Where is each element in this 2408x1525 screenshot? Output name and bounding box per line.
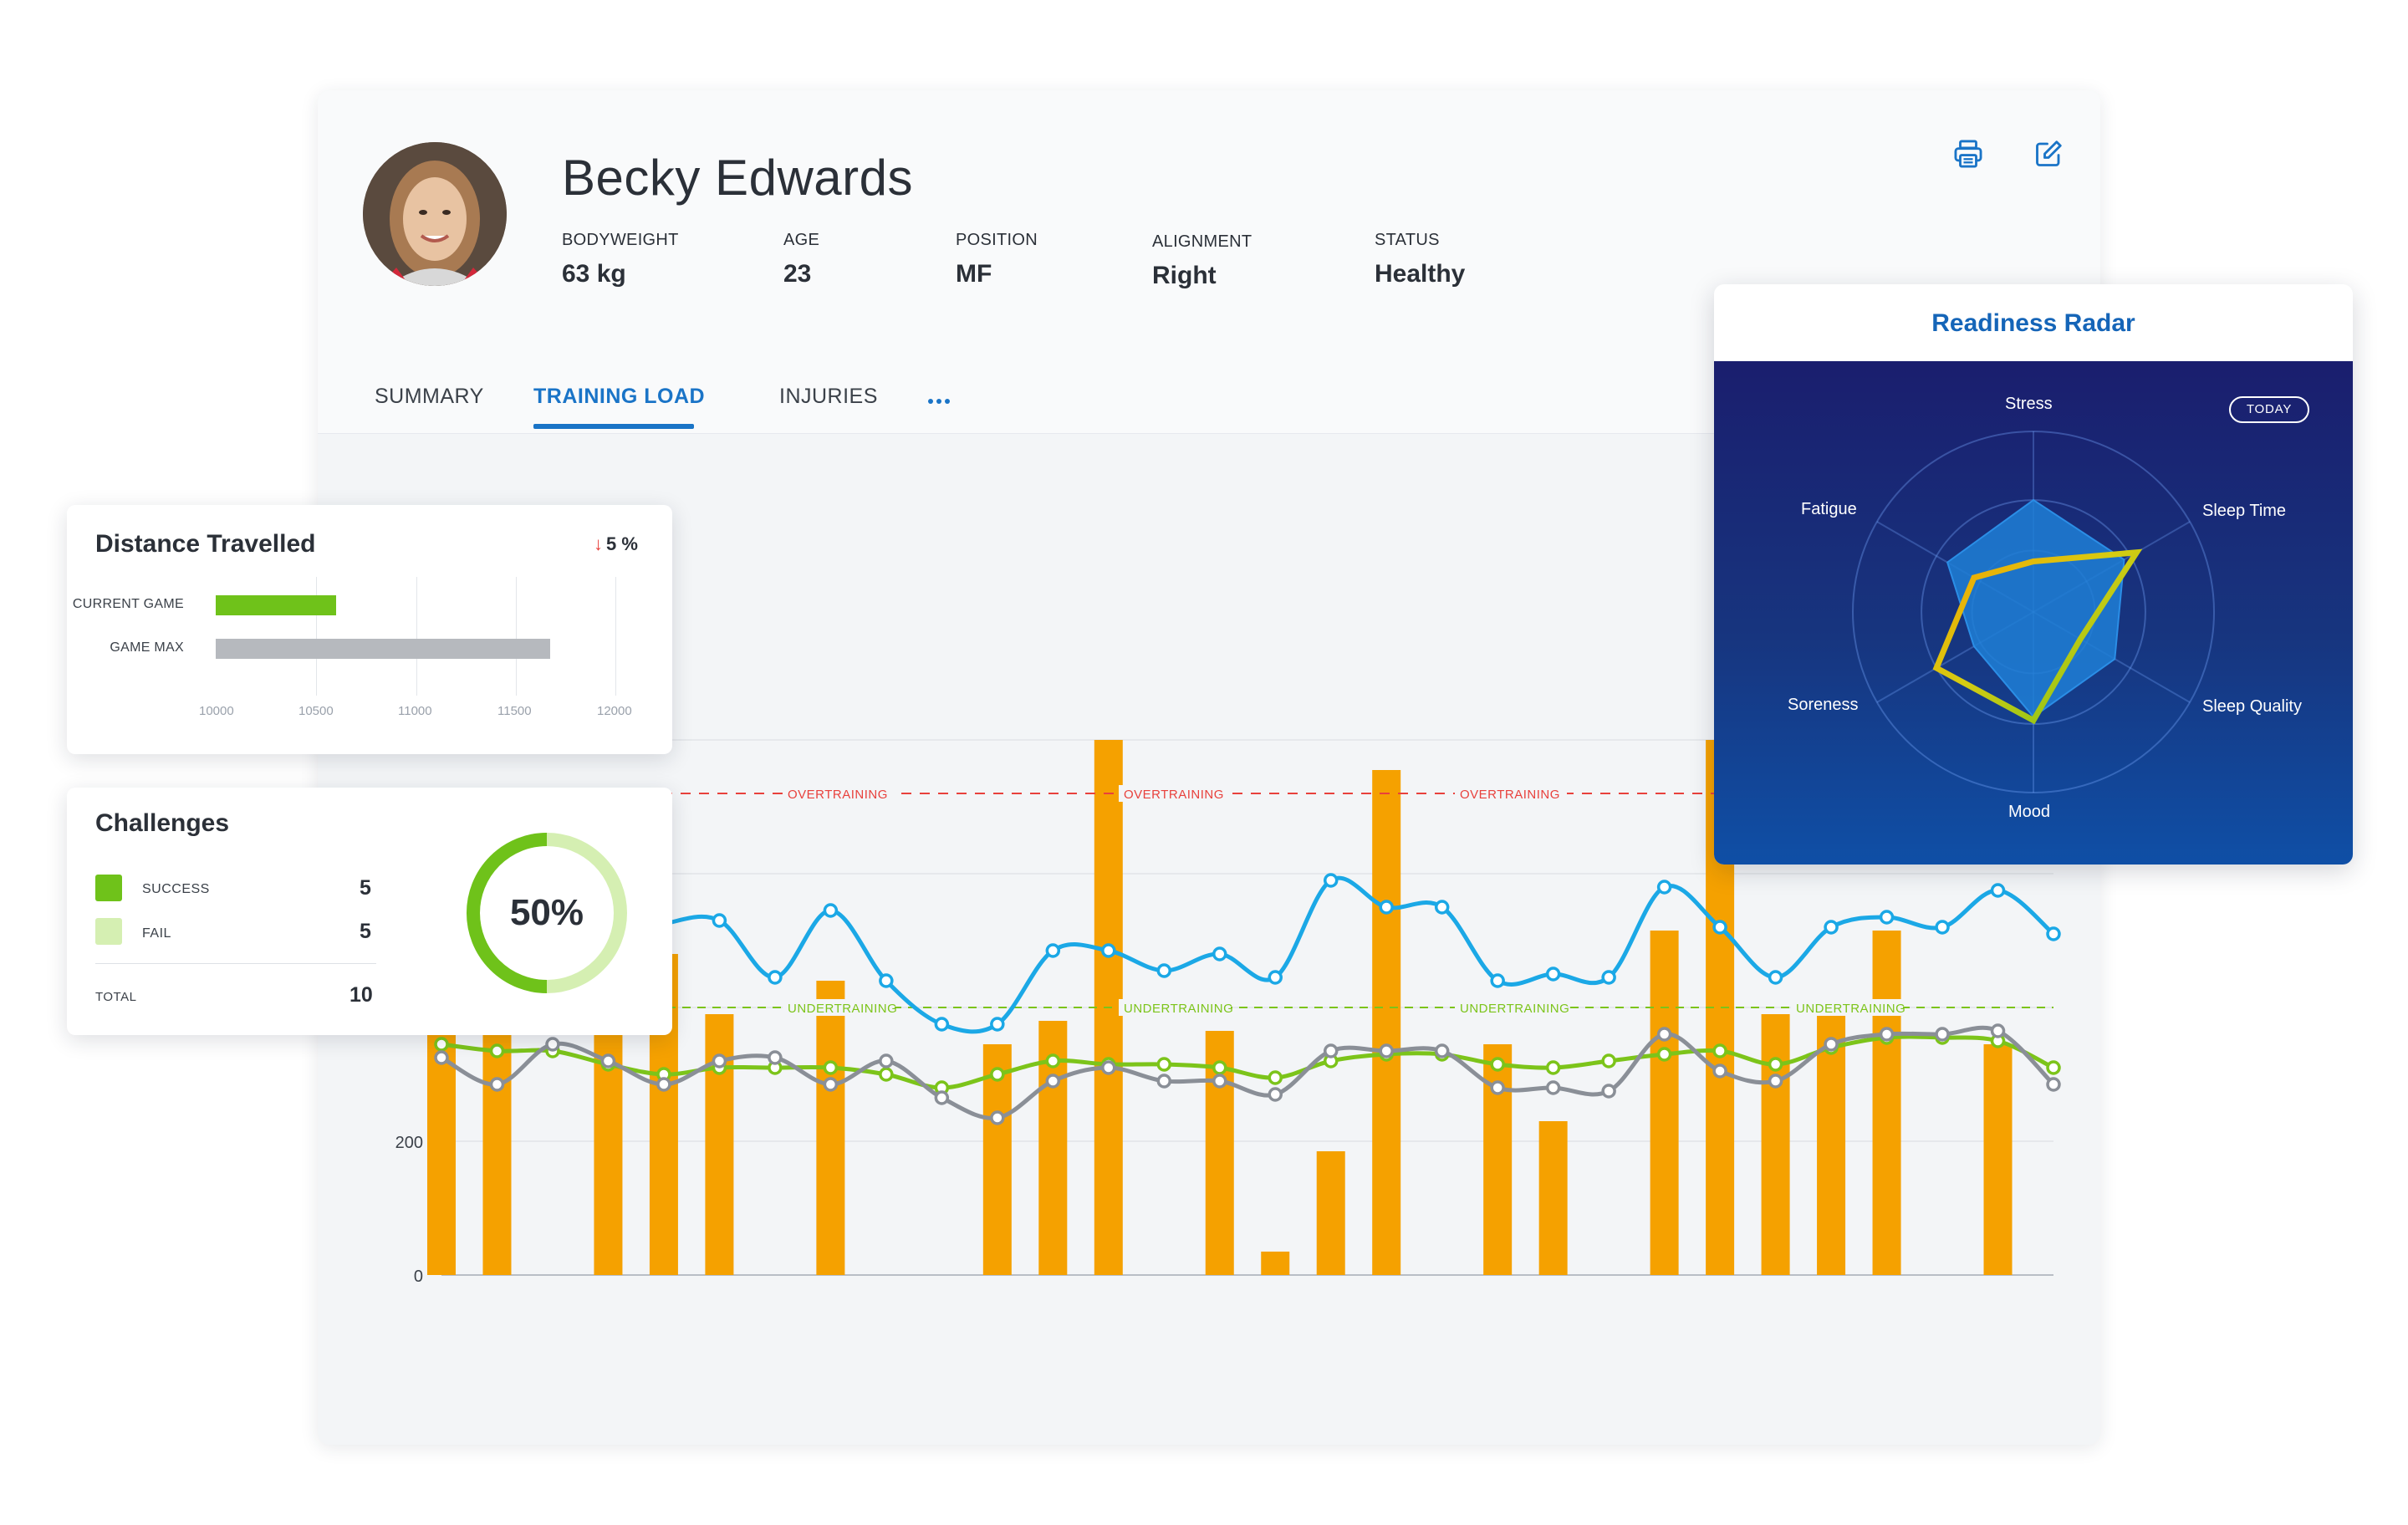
total-label: TOTAL [95,990,137,1004]
radar-label-fatigue: Fatigue [1801,500,1857,518]
stat-value: Healthy [1375,260,1466,288]
success-value: 5 [360,876,371,900]
radar-label-soreness: Soreness [1788,696,1859,714]
total-value: 10 [349,983,373,1007]
stat-label: STATUS [1375,231,1440,249]
challenges-title: Challenges [95,809,230,837]
tick-label: 11500 [497,704,532,718]
fail-value: 5 [360,920,371,943]
stat-value: MF [956,260,992,288]
distance-title: Distance Travelled [95,530,316,558]
fail-swatch [95,918,122,945]
row-label-current-game: CURRENT GAME [72,597,184,611]
edit-button[interactable] [2028,134,2069,174]
challenges-donut: 50% [467,833,627,993]
distance-change: ↓ 5 % [594,533,638,555]
challenges-card: Challenges SUCCESS 5 FAIL 5 TOTAL 10 50% [67,788,672,1035]
stat-status: STATUS Healthy [1375,231,1465,288]
grid-line [615,577,616,696]
stat-label: AGE [783,231,820,249]
radar-ring [1852,431,2215,793]
radar-label-sleep-time: Sleep Time [2202,502,2287,520]
more-tabs-button[interactable] [928,393,955,404]
grid-line [316,577,317,696]
radar-title: Readiness Radar [1931,309,2135,337]
stat-label: ALIGNMENT [1152,232,1252,251]
tick-label: 10500 [298,704,334,718]
printer-icon [1954,140,1982,168]
dot-icon [928,399,933,404]
stat-value: 63 kg [562,260,626,288]
radar-today-outline [1932,548,2143,725]
stat-label: BODYWEIGHT [562,231,679,249]
print-button[interactable] [1948,134,1988,174]
edit-icon [2036,140,2062,166]
stat-value: Right [1152,262,1217,289]
readiness-radar-card: Readiness Radar TODAY Stress Sleep Time … [1714,284,2353,865]
divider [95,963,376,964]
challenges-percent: 50% [510,892,584,933]
game-max-bar [216,639,550,659]
stat-position: POSITION MF [956,231,1038,288]
stat-age: AGE 23 [783,231,819,288]
active-tab-indicator [533,424,694,429]
today-button[interactable]: TODAY [2229,396,2309,423]
tick-label: 12000 [597,704,632,718]
grid-line [416,577,417,696]
dot-icon [945,399,950,404]
success-label: SUCCESS [142,882,210,896]
tick-label: 10000 [199,704,234,718]
tab-training-load[interactable]: TRAINING LOAD [533,385,706,408]
tab-summary[interactable]: SUMMARY [375,385,484,408]
radar-label-stress: Stress [2005,395,2053,413]
distance-travelled-card: Distance Travelled ↓ 5 % CURRENT GAME GAM… [67,505,672,754]
profile-header: Becky Edwards BODYWEIGHT 63 kg AGE 23 PO… [318,90,2100,434]
tab-injuries[interactable]: INJURIES [779,385,878,408]
dot-icon [936,399,941,404]
radar-label-sleep-quality: Sleep Quality [2202,697,2302,716]
radar-label-mood: Mood [2008,803,2051,821]
success-swatch [95,875,122,901]
avatar [363,142,507,286]
fail-label: FAIL [142,926,171,941]
current-game-bar [216,595,336,615]
tick-label: 11000 [398,704,432,718]
radar-body: TODAY Stress Sleep Time Sleep Quality Mo… [1714,361,2353,865]
stat-label: POSITION [956,231,1038,249]
stat-bodyweight: BODYWEIGHT 63 kg [562,231,679,288]
stat-value: 23 [783,260,812,288]
distance-change-value: 5 % [606,533,638,554]
player-name: Becky Edwards [562,150,913,206]
row-label-game-max: GAME MAX [110,640,184,655]
radar-chart [1852,431,2215,793]
arrow-down-icon: ↓ [594,533,603,554]
stat-alignment: ALIGNMENT Right [1152,232,1252,290]
grid-line [516,577,517,696]
avatar-image [363,142,507,286]
